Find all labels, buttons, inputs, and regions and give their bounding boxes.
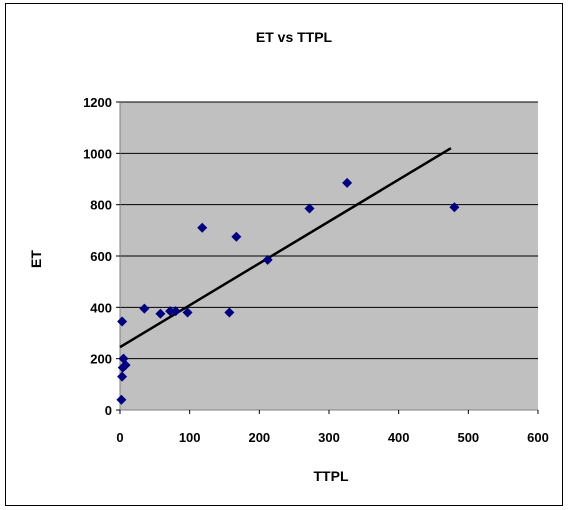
data-point-13 <box>231 231 242 242</box>
x-tick-label-5: 500 <box>457 430 479 445</box>
x-tick-label-1: 100 <box>179 430 201 445</box>
data-point-12 <box>224 307 235 318</box>
data-point-10 <box>182 307 193 318</box>
x-tick-label-3: 300 <box>318 430 340 445</box>
y-tick-label-0: 0 <box>105 403 112 418</box>
data-point-16 <box>342 177 353 188</box>
x-axis-ticks: 0 100 200 300 400 500 600 <box>116 410 549 445</box>
y-tick-label-4: 800 <box>90 198 112 213</box>
data-point-7 <box>155 308 166 319</box>
data-point-4 <box>120 360 131 371</box>
data-point-8 <box>165 306 176 317</box>
data-point-11 <box>197 222 208 233</box>
x-tick-label-6: 600 <box>527 430 549 445</box>
y-tick-label-2: 400 <box>90 300 112 315</box>
data-point-1 <box>117 371 128 382</box>
y-axis-ticks: 0 200 400 600 800 1000 1200 <box>83 95 120 418</box>
data-point-6 <box>139 303 150 314</box>
scatter-chart: ET vs TTPL 0 200 400 600 800 1000 1200 0 100 200… <box>28 29 549 484</box>
chart-area: ET vs TTPL 0 200 400 600 800 1000 1200 0 100 200… <box>5 3 563 506</box>
chart-title: ET vs TTPL <box>256 29 333 45</box>
data-point-14 <box>262 254 273 265</box>
y-tick-label-5: 1000 <box>83 146 112 161</box>
data-point-15 <box>304 203 315 214</box>
data-points <box>116 177 460 405</box>
y-tick-label-1: 200 <box>90 352 112 367</box>
x-tick-label-4: 400 <box>388 430 410 445</box>
gridlines <box>120 101 538 360</box>
x-tick-label-2: 200 <box>248 430 270 445</box>
data-point-3 <box>118 353 129 364</box>
data-point-5 <box>117 316 128 327</box>
x-tick-label-0: 0 <box>116 430 123 445</box>
y-tick-label-6: 1200 <box>83 95 112 110</box>
y-tick-label-3: 600 <box>90 249 112 264</box>
x-axis-title: TTPL <box>314 468 349 484</box>
y-axis-title: ET <box>28 250 44 268</box>
data-point-17 <box>449 202 460 213</box>
data-point-9 <box>170 306 181 317</box>
data-point-0 <box>116 394 127 405</box>
